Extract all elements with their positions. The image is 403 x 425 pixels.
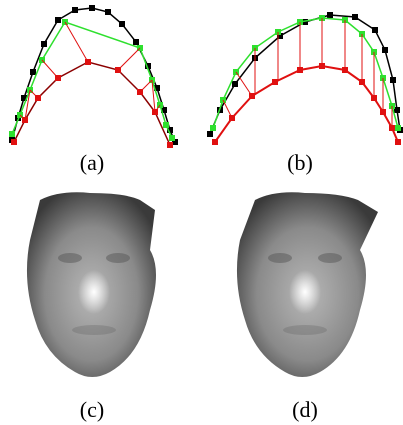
panel-label: (c) [80, 397, 104, 422]
figure: (a) (b) (c) (d) [0, 0, 403, 425]
face-d [237, 192, 378, 377]
panel-a-curves [12, 8, 175, 145]
panel-label: (d) [292, 397, 318, 422]
panel-b-curves [210, 15, 400, 142]
panel-label: (a) [80, 150, 104, 175]
panel-label: (b) [287, 150, 313, 175]
face-c [27, 192, 156, 377]
